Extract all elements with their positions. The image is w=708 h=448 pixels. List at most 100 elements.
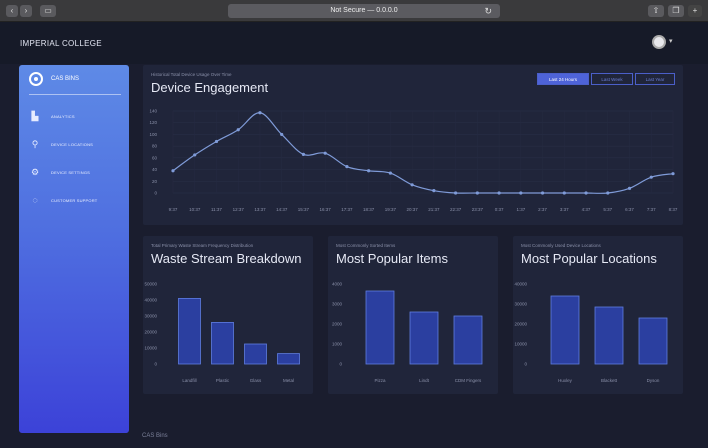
data-point bbox=[301, 152, 306, 156]
items-subtitle: Most Commonly Sorted Items bbox=[336, 243, 396, 248]
app-header: IMPERIAL COLLEGE ▾ bbox=[0, 22, 708, 64]
engagement-card: Historical Total Device Usage Over Time … bbox=[143, 65, 683, 225]
x-tick-label: Metal bbox=[283, 378, 294, 383]
locations-card: Most Commonly Used Device Locations Most… bbox=[513, 236, 683, 394]
data-point bbox=[649, 175, 653, 179]
data-point bbox=[432, 189, 436, 193]
x-tick-label: 5:37 bbox=[603, 207, 612, 212]
x-tick-label: 1:37 bbox=[516, 207, 525, 212]
reload-icon[interactable]: ↻ bbox=[484, 6, 492, 16]
data-point bbox=[519, 191, 523, 195]
x-tick-label: Pizza bbox=[374, 378, 386, 383]
engagement-title: Device Engagement bbox=[151, 80, 269, 95]
y-tick-label: 50000 bbox=[144, 282, 157, 287]
y-tick-label: 10000 bbox=[514, 342, 527, 347]
data-point bbox=[540, 191, 545, 195]
sidebar-item-customer-support[interactable]: ◌ CUSTOMER SUPPORT bbox=[29, 193, 125, 207]
x-tick-label: 10:37 bbox=[189, 207, 201, 212]
chat-icon: ◌ bbox=[32, 195, 38, 205]
back-icon[interactable]: ‹ bbox=[6, 5, 18, 17]
y-tick-label: 4000 bbox=[332, 282, 343, 287]
sidebar-item-device-settings[interactable]: ⚙ DEVICE SETTINGS bbox=[29, 165, 125, 179]
chevron-down-icon[interactable]: ▾ bbox=[669, 38, 673, 45]
y-tick-label: 10000 bbox=[144, 346, 157, 351]
x-tick-label: 20:37 bbox=[406, 207, 418, 212]
y-tick-label: 0 bbox=[339, 362, 342, 367]
data-point bbox=[497, 191, 501, 195]
waste-card: Total Primary Waste Stream Frequency Dis… bbox=[143, 236, 313, 394]
locations-bar-chart: 0 10000 20000 30000 40000 Huxley Blackett Dyson bbox=[514, 282, 668, 383]
y-tick-label: 1000 bbox=[332, 342, 343, 347]
x-tick-label: CDM Fingers bbox=[455, 378, 482, 383]
bar bbox=[550, 295, 580, 365]
sidebar: CAS BINS ▙ ANALYTICS ⚲ DEVICE LOCATIONS … bbox=[19, 65, 129, 433]
x-tick-label: 9:37 bbox=[169, 207, 178, 212]
series-line bbox=[172, 112, 674, 194]
tab-last-24-hours[interactable]: Last 24 Hours bbox=[537, 73, 589, 85]
bin-logo-icon bbox=[29, 72, 43, 86]
sidebar-item-label: ANALYTICS bbox=[51, 113, 75, 119]
x-tick-label: Lindt bbox=[419, 378, 430, 383]
share-icon[interactable]: ⇧ bbox=[648, 5, 664, 17]
x-tick-label: 21:37 bbox=[428, 207, 440, 212]
location-icon: ⚲ bbox=[31, 138, 39, 149]
sidebar-header[interactable]: CAS BINS bbox=[19, 65, 129, 93]
x-tick-label: 18:37 bbox=[363, 207, 375, 212]
items-title: Most Popular Items bbox=[336, 251, 448, 266]
data-point bbox=[627, 186, 632, 190]
x-tick-label: Blackett bbox=[601, 378, 618, 383]
x-tick-label: 17:37 bbox=[341, 207, 353, 212]
x-tick-label: 0:37 bbox=[495, 207, 504, 212]
x-tick-label: 13:37 bbox=[254, 207, 266, 212]
bar bbox=[365, 290, 395, 365]
x-tick-label: Dyson bbox=[647, 378, 660, 383]
bar bbox=[638, 317, 668, 365]
sidebar-item-label: DEVICE LOCATIONS bbox=[51, 141, 94, 147]
y-tick-label: 40000 bbox=[144, 298, 157, 303]
data-point bbox=[171, 169, 175, 173]
engagement-subtitle: Historical Total Device Usage Over Time bbox=[151, 72, 232, 77]
x-tick-label: 22:37 bbox=[450, 207, 462, 212]
waste-subtitle: Total Primary Waste Stream Frequency Dis… bbox=[151, 243, 254, 248]
waste-bar-chart: 0 10000 20000 30000 40000 50000 Landfill Plasti… bbox=[144, 282, 300, 383]
x-tick-label: 8:37 bbox=[669, 207, 678, 212]
new-tab-icon[interactable]: + bbox=[688, 5, 702, 17]
x-tick-label: 7:37 bbox=[647, 207, 656, 212]
data-point bbox=[193, 153, 197, 157]
sidebar-item-analytics[interactable]: ▙ ANALYTICS bbox=[29, 109, 125, 123]
data-point bbox=[214, 139, 219, 144]
tabs-icon[interactable]: ❐ bbox=[668, 5, 684, 17]
browser-toolbar: ‹ › ▭ Not Secure — 0.0.0.0 ↻ ⇧ ❐ + bbox=[0, 0, 708, 22]
y-tick-label: 20000 bbox=[514, 322, 527, 327]
data-point bbox=[606, 191, 610, 195]
y-tick-label: 30000 bbox=[514, 302, 527, 307]
y-tick-label: 2000 bbox=[332, 322, 343, 327]
x-tick-label: 11:37 bbox=[211, 207, 222, 212]
data-point bbox=[367, 169, 371, 173]
data-point bbox=[562, 191, 566, 195]
data-point bbox=[671, 172, 675, 176]
x-tick-label: 2:37 bbox=[538, 207, 547, 212]
data-point bbox=[323, 151, 327, 155]
x-tick-label: 23:37 bbox=[472, 207, 484, 212]
avatar[interactable] bbox=[652, 35, 666, 49]
bar bbox=[244, 343, 267, 365]
bar bbox=[409, 311, 439, 365]
forward-icon[interactable]: › bbox=[20, 5, 32, 17]
data-point bbox=[345, 165, 349, 169]
address-bar[interactable]: Not Secure — 0.0.0.0 ↻ bbox=[228, 4, 500, 18]
x-tick-label: 12:37 bbox=[233, 207, 245, 212]
tab-last-week[interactable]: Last Week bbox=[591, 73, 633, 85]
x-tick-label: Huxley bbox=[558, 378, 573, 383]
y-tick-label: 0 bbox=[154, 362, 157, 367]
url-text: Not Secure — 0.0.0.0 bbox=[330, 7, 398, 14]
y-tick-label: 40 bbox=[152, 167, 158, 172]
y-tick-label: 120 bbox=[149, 120, 157, 125]
tab-last-year[interactable]: Last Year bbox=[635, 73, 675, 85]
x-tick-label: 4:37 bbox=[582, 207, 591, 212]
sidebar-toggle-icon[interactable]: ▭ bbox=[40, 5, 56, 17]
y-tick-label: 140 bbox=[149, 109, 157, 114]
sidebar-item-device-locations[interactable]: ⚲ DEVICE LOCATIONS bbox=[29, 137, 125, 151]
x-tick-label: 3:37 bbox=[560, 207, 569, 212]
sidebar-title: CAS BINS bbox=[51, 76, 80, 82]
